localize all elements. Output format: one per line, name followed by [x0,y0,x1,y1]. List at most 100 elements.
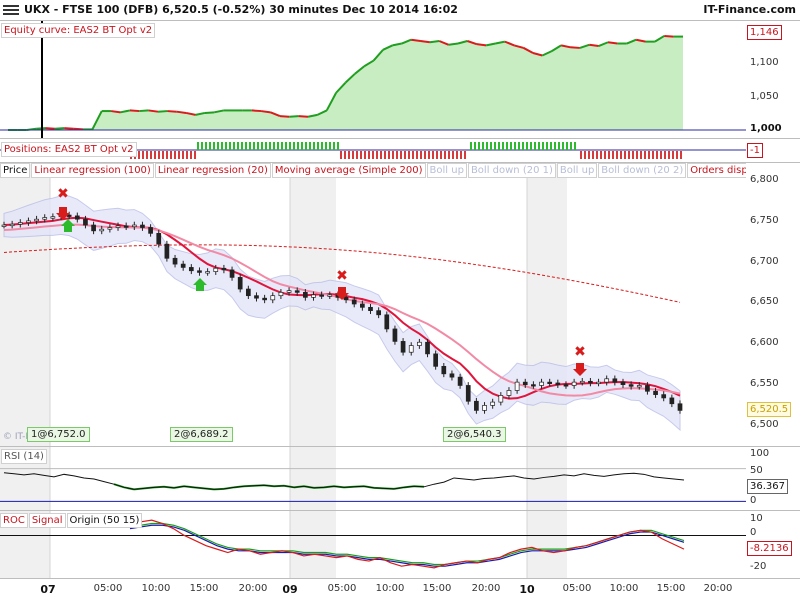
position-short-bar [356,151,358,159]
position-short-bar [146,151,148,159]
position-short-bar [460,151,462,159]
position-short-bar [616,151,618,159]
price-current-badge: 6,520.5 [747,402,792,417]
candle-body [351,299,357,305]
position-long-bar [221,142,223,150]
price-legend-item[interactable]: Boll up [556,163,598,178]
position-long-bar [486,142,488,150]
price-legend-item[interactable]: Linear regression (100) [31,163,154,178]
position-long-bar [562,142,564,150]
position-short-bar [182,151,184,159]
position-long-bar [329,142,331,150]
candle-body [50,216,56,219]
positions-axis: -1 [746,139,800,162]
equity-segment [73,127,84,131]
position-long-bar [470,142,472,150]
candle-body [571,381,577,386]
position-short-bar [344,151,346,159]
price-tick: 6,600 [750,337,779,348]
equity-segment [36,127,46,130]
position-long-bar [570,142,572,150]
price-legend-item[interactable]: Moving average (Simple 200) [271,163,426,178]
equity-segment [129,109,140,113]
equity-tick: 1,050 [750,91,779,102]
equity-segment [523,47,534,54]
position-short-bar [648,151,650,159]
equity-segment [579,43,590,49]
roc-legend-item[interactable]: ROC [0,513,28,528]
equity-segment [664,34,674,38]
equity-segment [598,41,609,47]
candle-body [612,378,618,383]
positions-panel[interactable]: Positions: EAS2 BT Opt v2 [0,139,746,162]
candle-body [17,222,23,225]
position-short-bar [178,151,180,159]
roc-legend-item[interactable]: Origin (50 15) [66,513,143,528]
equity-segment [185,111,196,116]
buy-arrow-icon [193,278,207,291]
equity-curve-panel[interactable]: Equity curve: EAS2 BT Opt v2 [0,21,746,138]
x-axis-time-label: 20:00 [471,583,501,594]
equity-segment [157,110,168,113]
position-short-bar [604,151,606,159]
price-legend-item[interactable]: Price [0,163,31,178]
equity-segment [279,115,290,118]
candle-body [262,297,267,301]
instrument-title: UKX - FTSE 100 (DFB) 6,520.5 (-0.52%) 30… [24,3,458,16]
position-short-bar [440,151,442,159]
position-long-bar [305,142,307,150]
panel-divider [0,578,800,579]
price-legend-item[interactable]: Boll down (20 1) [467,163,556,178]
equity-segment [148,109,159,113]
price-tick: 6,800 [750,174,779,185]
equity-segment [541,50,553,57]
candle-body [34,218,39,222]
equity-segment [120,109,131,114]
position-short-bar [368,151,370,159]
position-long-bar [245,142,247,150]
equity-segment [139,109,149,113]
positions-label[interactable]: Positions: EAS2 BT Opt v2 [1,142,137,157]
x-axis-time-label: 20:00 [703,583,733,594]
price-legend-item[interactable]: Boll up [426,163,467,178]
candle-body [343,297,349,301]
menu-icon[interactable] [3,3,19,17]
equity-curve-label[interactable]: Equity curve: EAS2 BT Opt v2 [1,23,156,38]
positions-badge: -1 [747,143,763,158]
equity-segment [626,38,637,45]
roc-legend-item[interactable]: Signal [28,513,66,528]
position-short-bar [676,151,678,159]
candle-body [302,292,308,298]
rsi-panel[interactable]: RSI (14) [0,447,746,510]
x-axis-day-label: 09 [282,583,298,596]
position-long-bar [309,142,311,150]
roc-current-badge: -8.2136 [747,541,792,556]
position-long-bar [273,142,275,150]
position-short-bar [428,151,430,159]
equity-segment [335,81,347,94]
rsi-label[interactable]: RSI (14) [1,449,47,464]
candle-body [115,225,121,228]
candle-body [457,376,463,386]
panel-divider [0,138,800,139]
candle-body [123,225,129,228]
roc-panel[interactable]: ROC Signal Origin (50 15) [0,511,746,578]
rsi-tick: 50 [750,465,763,476]
position-short-bar [404,151,406,159]
equity-segment [420,40,431,44]
candle-body [514,381,520,391]
candle-body [99,228,105,232]
price-panel[interactable]: ✖ ✖ ✖ Price Linear regression (100) Linear r… [0,163,766,446]
sell-arrow-icon [573,363,587,376]
brand-logo-text[interactable]: IT-Finance.com [703,3,796,16]
position-short-bar [452,151,454,159]
position-long-bar [506,142,508,150]
candle-body [319,294,324,297]
price-legend-item[interactable]: Boll down (20 2) [598,163,687,178]
position-long-bar [474,142,476,150]
equity-segment [570,46,580,49]
price-legend-item[interactable]: Linear regression (20) [154,163,271,178]
position-short-bar [424,151,426,159]
candle-body [653,390,658,395]
position-short-bar [364,151,366,159]
